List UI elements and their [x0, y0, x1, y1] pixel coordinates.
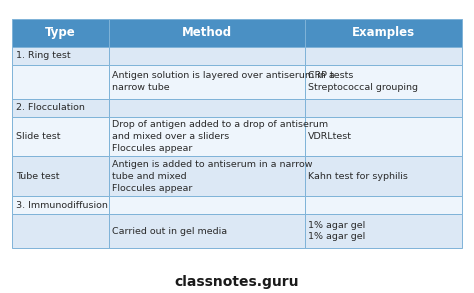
Text: Slide test: Slide test [16, 132, 60, 141]
Text: Antigen is added to antiserum in a narrow
tube and mixed
Floccules appear: Antigen is added to antiserum in a narro… [112, 160, 313, 193]
Bar [109, 65, 304, 99]
Bar [304, 156, 462, 196]
Bar [304, 19, 462, 47]
Text: Kahn test for syphilis: Kahn test for syphilis [308, 172, 408, 181]
Bar [12, 99, 109, 117]
Text: Drop of antigen added to a drop of antiserum
and mixed over a sliders
Floccules : Drop of antigen added to a drop of antis… [112, 120, 328, 153]
Bar [109, 117, 304, 156]
Bar [109, 99, 304, 117]
Bar [12, 19, 109, 47]
Bar [12, 65, 109, 99]
Text: 3. Immunodiffusion: 3. Immunodiffusion [16, 201, 108, 209]
Bar [304, 99, 462, 117]
Bar [109, 47, 304, 65]
Bar [304, 65, 462, 99]
Bar [12, 214, 109, 248]
Text: 1% agar gel
1% agar gel: 1% agar gel 1% agar gel [308, 221, 365, 241]
Bar [109, 196, 304, 214]
Bar [12, 47, 109, 65]
Text: classnotes.guru: classnotes.guru [175, 275, 299, 289]
Bar [109, 214, 304, 248]
Text: CRP tests
Streptococcal grouping: CRP tests Streptococcal grouping [308, 71, 419, 92]
Bar [304, 47, 462, 65]
Bar [304, 196, 462, 214]
Text: Antigen solution is layered over antiserum in a
narrow tube: Antigen solution is layered over antiser… [112, 71, 335, 92]
Bar [109, 19, 304, 47]
Bar [12, 156, 109, 196]
Text: Method: Method [182, 26, 232, 40]
Text: Carried out in gel media: Carried out in gel media [112, 226, 228, 236]
Bar [12, 117, 109, 156]
Bar [304, 214, 462, 248]
Bar [304, 117, 462, 156]
Text: Examples: Examples [352, 26, 415, 40]
Text: VDRLtest: VDRLtest [308, 132, 352, 141]
Text: Tube test: Tube test [16, 172, 59, 181]
Text: 2. Flocculation: 2. Flocculation [16, 103, 84, 112]
Text: 1. Ring test: 1. Ring test [16, 52, 70, 60]
Bar [12, 196, 109, 214]
Bar [109, 156, 304, 196]
Text: Type: Type [45, 26, 76, 40]
